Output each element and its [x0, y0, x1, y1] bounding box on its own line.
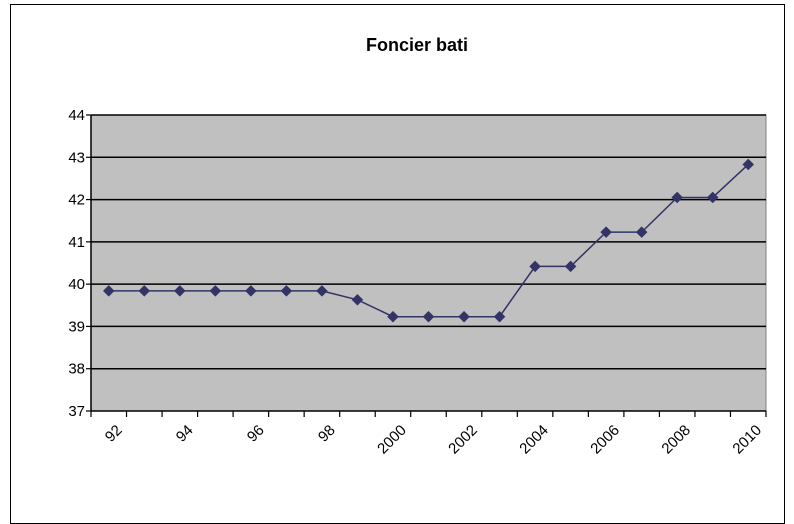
data-point-2005 [564, 260, 577, 273]
data-point-1994 [173, 285, 186, 297]
x-tick-label-2010: 2010 [729, 422, 765, 458]
data-point-1995 [209, 285, 222, 297]
chart-title: Foncier bati [366, 35, 468, 55]
data-point-2007 [635, 226, 648, 238]
data-point-2001 [422, 310, 435, 323]
data-point-1999 [351, 293, 364, 306]
data-point-1996 [245, 285, 257, 297]
y-tick-label-44: 44 [68, 107, 85, 124]
x-tick-label-2008: 2008 [658, 422, 694, 458]
line-chart: Foncier bati 37 38 39 40 41 42 43 44 92 94 96 98 200… [68, 35, 767, 458]
data-point-2010 [742, 158, 755, 171]
data-point-1992 [102, 285, 115, 297]
x-tick-label-2000: 2000 [374, 422, 410, 458]
x-tick-label-98: 98 [315, 422, 339, 446]
x-tick-label-96: 96 [244, 422, 268, 446]
x-tick-label-2002: 2002 [445, 422, 481, 458]
y-tick-label-40: 40 [68, 276, 85, 293]
data-point-2009 [706, 191, 719, 204]
plot-area: 37 38 39 40 41 42 43 44 92 94 96 98 2000 2002 2004 2006… [68, 107, 767, 458]
data-point-2000 [387, 310, 399, 323]
y-tick-label-43: 43 [68, 149, 85, 166]
data-point-2002 [458, 310, 470, 323]
x-tick-label-2004: 2004 [516, 422, 552, 458]
x-tick-label-94: 94 [173, 422, 197, 446]
x-tick-label-92: 92 [102, 422, 126, 446]
data-point-2006 [600, 226, 612, 238]
data-point-2003 [493, 310, 506, 323]
y-tick-label-39: 39 [68, 318, 85, 335]
data-point-1997 [280, 285, 293, 297]
y-tick-label-42: 42 [68, 192, 85, 209]
data-point-1998 [316, 285, 328, 297]
data-point-2004 [529, 260, 541, 273]
data-point-1993 [138, 285, 151, 297]
y-tick-label-37: 37 [68, 403, 85, 420]
y-tick-label-41: 41 [68, 234, 85, 251]
x-tick-label-2006: 2006 [587, 422, 623, 458]
plot-background [90, 114, 767, 412]
data-point-2008 [671, 191, 684, 204]
y-tick-label-38: 38 [68, 361, 85, 378]
